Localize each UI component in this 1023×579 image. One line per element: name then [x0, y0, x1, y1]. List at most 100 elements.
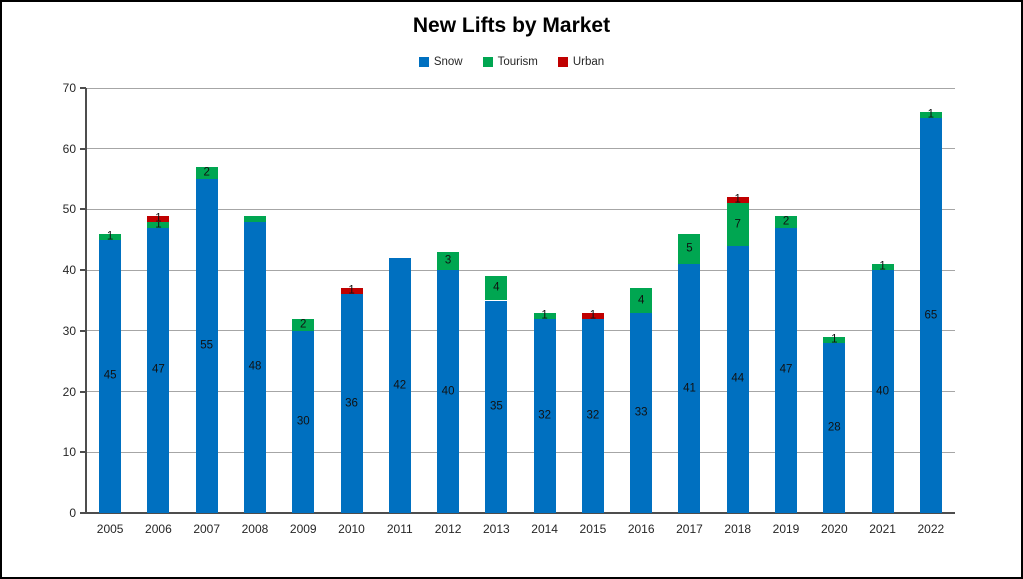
y-axis-label-20: 20: [62, 384, 76, 399]
bar-segment-snow-2017: [678, 264, 701, 513]
gridline-30: [86, 330, 955, 332]
bar-label-tourism-2014: 1: [541, 309, 548, 322]
x-axis-label-2015: 2015: [579, 522, 607, 536]
x-axis-label-2017: 2017: [676, 522, 703, 536]
bar-segment-tourism-2014: [533, 312, 556, 319]
bar-segment-tourism-2012: [437, 251, 460, 271]
chart-title: New Lifts by Market: [412, 14, 611, 37]
bar-segment-tourism-2020: [823, 336, 846, 343]
bar-segment-snow-2019: [775, 227, 798, 513]
bar-label-snow-2006: 47: [152, 363, 165, 376]
bar-segment-snow-2020: [823, 343, 846, 513]
x-axis-label-2018: 2018: [724, 522, 752, 536]
gridline-20: [86, 391, 955, 393]
bar-label-snow-2008: 48: [248, 360, 262, 373]
y-axis-label-0: 0: [69, 506, 76, 520]
bar-segment-snow-2016: [630, 312, 653, 513]
bar-segment-snow-2021: [871, 270, 894, 513]
bar-label-snow-2019: 47: [779, 363, 793, 376]
bar-label-snow-2012: 40: [441, 385, 455, 398]
legend: Snow Tourism Urban: [2, 56, 1021, 68]
bar-segment-tourism-2022: [919, 112, 942, 119]
x-axis-label-2005: 2005: [96, 522, 124, 536]
bar-label-snow-2005: 45: [103, 369, 117, 382]
bar-label-tourism-2022: 1: [927, 108, 935, 121]
gridline-50: [86, 208, 955, 210]
bar-segment-tourism-2006: [147, 221, 170, 228]
bar-segment-snow-2006: [147, 227, 170, 513]
bar-label-tourism-2009: 2: [300, 318, 307, 331]
y-axis-label-40: 40: [62, 263, 76, 278]
bar-segment-tourism-2009: [292, 318, 315, 331]
bar-segment-snow-2008: [243, 221, 266, 513]
bar-label-urban-2006: 1: [155, 212, 162, 225]
bar-label-tourism-2006: 1: [155, 218, 162, 231]
y-tick-10: [80, 451, 86, 454]
x-axis-label-2006: 2006: [145, 522, 172, 536]
legend-label-tourism: Tourism: [497, 56, 538, 68]
x-axis-label-2021: 2021: [869, 522, 896, 536]
bar-segment-snow-2005: [99, 239, 122, 513]
legend-item-snow: Snow: [418, 56, 463, 68]
bar-segment-snow-2013: [485, 300, 508, 513]
bar-label-urban-2015: 1: [589, 309, 597, 322]
y-tick-70: [80, 87, 86, 89]
bar-segment-snow-2011: [388, 258, 411, 513]
bar-label-tourism-2013: 4: [493, 281, 500, 294]
bar-label-tourism-2018: 7: [734, 218, 741, 231]
bar-label-urban-2010: 1: [348, 284, 355, 297]
x-axis-label-2010: 2010: [338, 522, 365, 536]
bar-segment-tourism-2018: [726, 203, 749, 246]
bar-label-tourism-2017: 5: [686, 242, 693, 255]
y-axis-label-10: 10: [62, 445, 76, 460]
bar-segment-snow-2010: [340, 294, 363, 513]
bar-segment-urban-2015: [581, 312, 604, 319]
bar-label-snow-2021: 40: [876, 385, 889, 398]
y-tick-40: [80, 269, 86, 272]
bar-segment-snow-2012: [437, 270, 460, 513]
legend-swatch-snow: [418, 57, 429, 67]
x-axis-label-2012: 2012: [434, 522, 462, 536]
legend-item-urban: Urban: [557, 56, 604, 68]
bar-segment-urban-2010: [340, 288, 363, 295]
bar-segment-snow-2014: [533, 318, 556, 513]
y-axis-label-30: 30: [62, 323, 76, 338]
bar-segment-urban-2006: [147, 215, 170, 222]
y-tick-20: [80, 390, 86, 393]
y-axis-label-50: 50: [62, 202, 76, 217]
bar-label-snow-2010: 36: [345, 397, 358, 410]
bar-label-snow-2017: 41: [683, 382, 696, 395]
x-axis-label-2022: 2022: [917, 522, 945, 536]
bar-label-tourism-2021: 1: [879, 260, 886, 273]
y-axis-label-70: 70: [62, 81, 76, 95]
bar-label-snow-2020: 28: [827, 421, 841, 434]
legend-swatch-tourism: [482, 57, 493, 67]
bar-segment-urban-2018: [726, 197, 749, 204]
bar-label-tourism-2005: 1: [106, 230, 114, 243]
bar-label-tourism-2007: 2: [203, 166, 210, 179]
bar-label-snow-2014: 32: [538, 409, 552, 422]
legend-item-tourism: Tourism: [482, 56, 538, 68]
x-axis-label-2019: 2019: [772, 522, 800, 536]
x-axis-label-2009: 2009: [289, 522, 317, 536]
y-tick-50: [80, 208, 86, 211]
bar-segment-tourism-2021: [871, 264, 894, 271]
gridline-70: [86, 87, 955, 89]
bar-label-tourism-2016: 4: [637, 294, 645, 306]
gridline-10: [86, 451, 955, 453]
x-axis-label-2011: 2011: [386, 522, 413, 536]
bar-label-tourism-2019: 2: [782, 215, 790, 228]
gridline-60: [86, 148, 955, 150]
x-axis-label-2016: 2016: [627, 522, 655, 536]
bar-label-snow-2018: 44: [731, 372, 745, 385]
bar-label-snow-2011: 42: [393, 379, 407, 391]
y-axis-label-60: 60: [62, 141, 76, 156]
y-tick-60: [80, 147, 86, 150]
bar-label-snow-2013: 35: [489, 400, 503, 413]
legend-swatch-urban: [557, 57, 568, 67]
bar-segment-snow-2007: [195, 179, 218, 513]
bar-segment-tourism-2016: [630, 288, 653, 313]
bar-segment-tourism-2007: [195, 166, 218, 180]
